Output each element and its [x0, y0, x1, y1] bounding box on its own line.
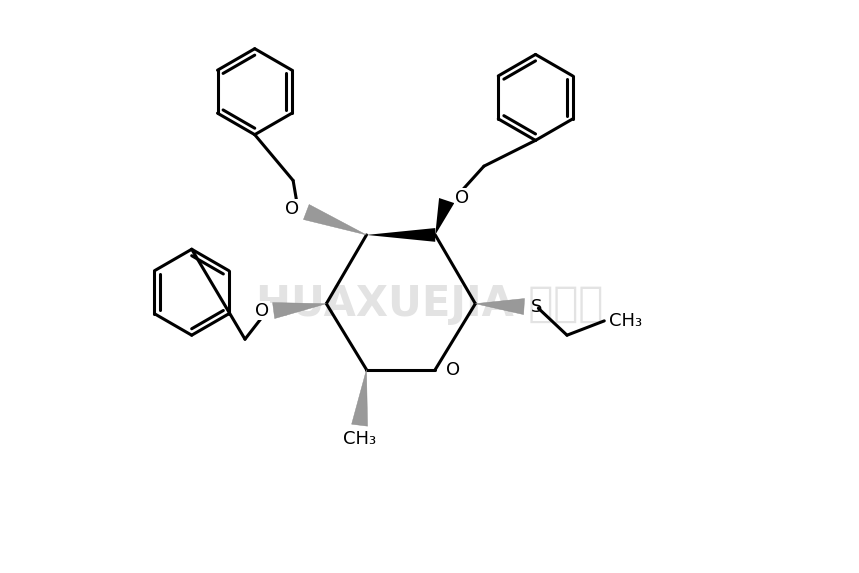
Polygon shape [475, 299, 525, 315]
Polygon shape [303, 205, 367, 235]
Polygon shape [436, 198, 454, 235]
Text: CH₃: CH₃ [609, 312, 642, 330]
Text: O: O [285, 200, 300, 218]
Text: CH₃: CH₃ [343, 430, 376, 448]
Text: O: O [255, 301, 269, 320]
Text: HUAXUEJIA 化学加: HUAXUEJIA 化学加 [256, 282, 603, 325]
Polygon shape [367, 228, 436, 242]
Polygon shape [272, 303, 326, 319]
Polygon shape [351, 370, 368, 426]
Text: O: O [446, 360, 460, 379]
Text: S: S [531, 297, 542, 316]
Text: O: O [455, 189, 469, 207]
